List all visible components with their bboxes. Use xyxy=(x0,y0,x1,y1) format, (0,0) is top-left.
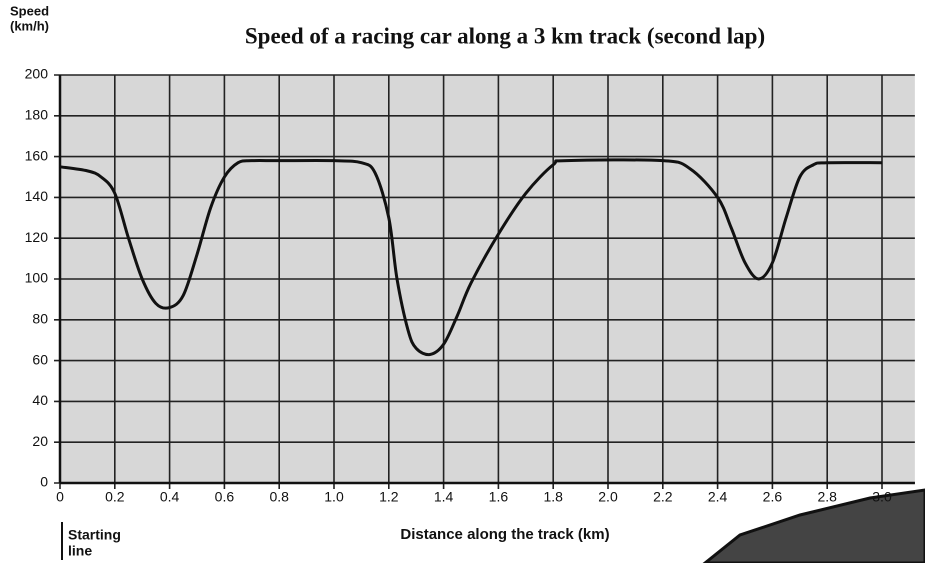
chart: Speed (km/h) Speed of a racing car along… xyxy=(0,0,925,563)
y-tick-label: 80 xyxy=(32,311,48,327)
x-tick-label: 0.8 xyxy=(269,489,289,505)
y-tick-label: 120 xyxy=(25,229,49,245)
x-tick-label: 2.6 xyxy=(763,489,783,505)
y-tick-label: 40 xyxy=(32,392,48,408)
x-tick-label: 2.4 xyxy=(708,489,728,505)
x-tick-label: 2.8 xyxy=(817,489,837,505)
x-tick-label: 0.2 xyxy=(105,489,125,505)
y-tick-label: 140 xyxy=(25,188,49,204)
x-tick-label: 0 xyxy=(56,489,64,505)
annotation: Starting xyxy=(68,527,121,543)
x-tick-label: 3.0 xyxy=(872,489,892,505)
x-tick-label: 1.8 xyxy=(543,489,563,505)
chart-title: Speed of a racing car along a 3 km track… xyxy=(245,23,765,48)
y-tick-label: 60 xyxy=(32,351,48,367)
x-tick-label: 2.0 xyxy=(598,489,618,505)
y-axis-label: (km/h) xyxy=(10,18,49,33)
y-tick-label: 0 xyxy=(40,474,48,490)
x-tick-label: 2.2 xyxy=(653,489,673,505)
x-tick-label: 1.4 xyxy=(434,489,454,505)
y-tick-label: 180 xyxy=(25,107,49,123)
x-tick-label: 0.4 xyxy=(160,489,180,505)
annotation: line xyxy=(68,543,92,559)
x-tick-label: 1.2 xyxy=(379,489,399,505)
track-illustration xyxy=(705,490,925,563)
x-tick-label: 1.6 xyxy=(489,489,509,505)
x-tick-label: 1.0 xyxy=(324,489,344,505)
x-tick-label: 0.6 xyxy=(215,489,235,505)
y-tick-label: 160 xyxy=(25,147,49,163)
y-tick-label: 20 xyxy=(32,433,48,449)
x-axis-label: Distance along the track (km) xyxy=(400,526,609,543)
y-tick-label: 200 xyxy=(25,66,49,82)
y-axis-label: Speed xyxy=(10,3,49,18)
y-tick-label: 100 xyxy=(25,270,49,286)
